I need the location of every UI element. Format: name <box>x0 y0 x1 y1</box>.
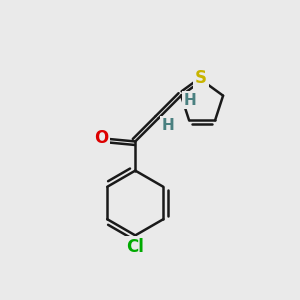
Text: O: O <box>94 129 108 147</box>
Text: Cl: Cl <box>126 238 144 256</box>
Text: S: S <box>195 69 207 87</box>
Text: H: H <box>162 118 175 133</box>
Text: H: H <box>184 93 196 108</box>
